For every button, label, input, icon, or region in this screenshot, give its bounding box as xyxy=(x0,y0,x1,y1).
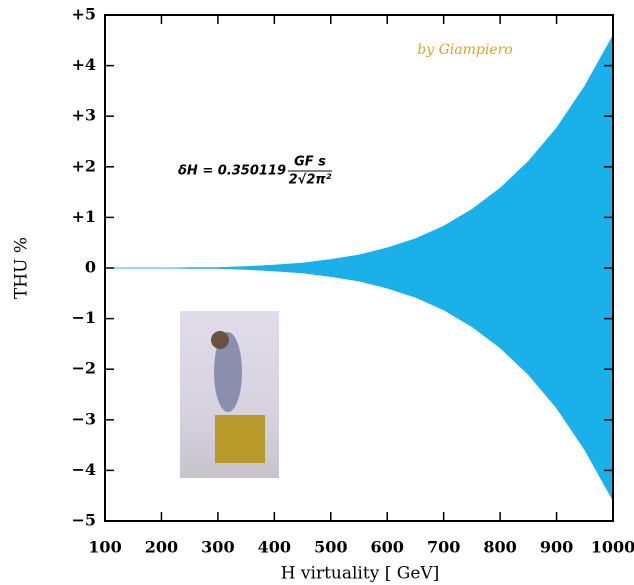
x-tick-label: 200 xyxy=(145,538,178,557)
formula-lhs: δH = 0.350119 xyxy=(178,164,286,179)
x-axis-label: H virtuality [ GeV] xyxy=(281,564,440,584)
x-tick-label: 700 xyxy=(427,538,460,557)
y-tick-label: −1 xyxy=(71,308,96,327)
x-tick-label: 500 xyxy=(314,538,347,557)
formula-denominator: 2√2π² xyxy=(289,173,332,188)
band-area xyxy=(105,34,614,269)
x-tick-label: 400 xyxy=(258,538,291,557)
y-axis-label: THU % xyxy=(12,237,32,299)
formula-numerator: GF s xyxy=(294,155,326,170)
y-tick-label: +5 xyxy=(71,5,96,24)
y-tick-label: −5 xyxy=(71,511,96,530)
y-tick-label: 0 xyxy=(85,258,96,277)
x-tick-label: 1000 xyxy=(591,538,634,557)
y-tick-label: −2 xyxy=(71,359,96,378)
y-tick-label: +3 xyxy=(71,106,96,125)
x-tick-label: 800 xyxy=(483,538,516,557)
y-tick-label: −3 xyxy=(71,409,96,428)
y-tick-label: +4 xyxy=(71,55,96,74)
band-area xyxy=(105,267,614,502)
picture xyxy=(180,311,279,478)
x-tick-label: 300 xyxy=(201,538,234,557)
annotation: by Giampiero xyxy=(417,42,512,58)
y-tick-label: +1 xyxy=(71,207,96,226)
y-tick-label: −4 xyxy=(71,460,96,479)
x-tick-label: 600 xyxy=(371,538,404,557)
y-tick-label: +2 xyxy=(71,156,96,175)
x-tick-label: 100 xyxy=(88,538,121,557)
x-tick-label: 900 xyxy=(540,538,573,557)
